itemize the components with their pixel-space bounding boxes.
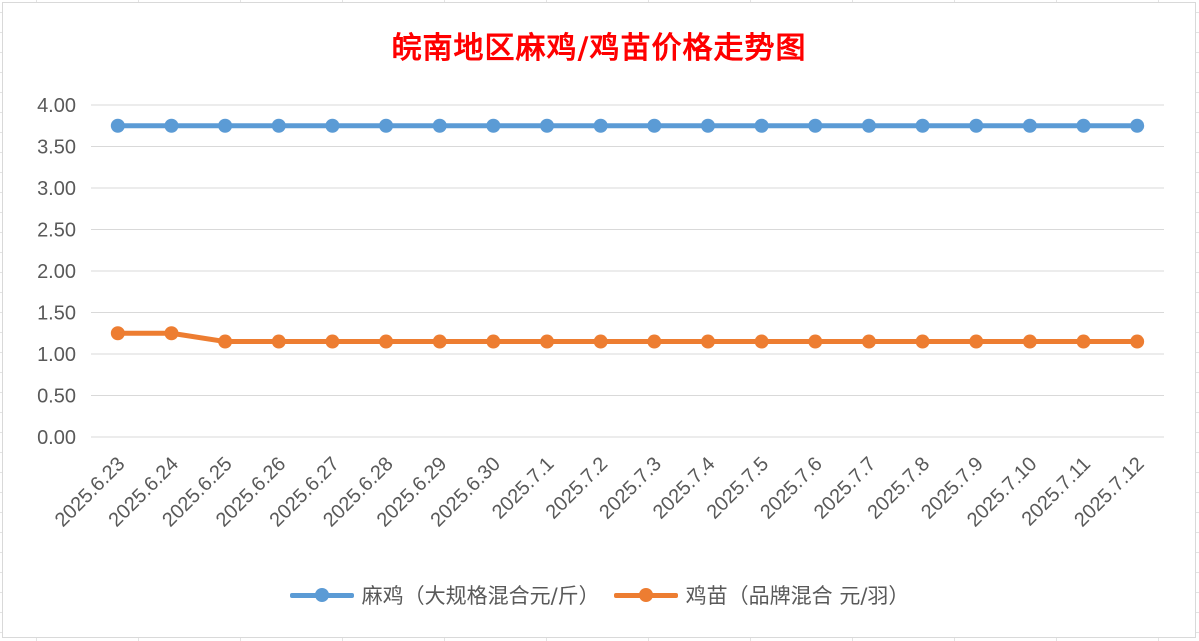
series-2-point — [915, 334, 930, 349]
legend-entry-series-2: 鸡苗（品牌混合 元/羽） — [613, 580, 910, 610]
series-2-point — [861, 334, 876, 349]
series-1-point — [754, 118, 769, 133]
y-tick-label: 2.50 — [37, 220, 76, 242]
series-1-point — [700, 118, 715, 133]
series-1-point — [808, 118, 823, 133]
series-2-point — [218, 334, 233, 349]
chart-title: 皖南地区麻鸡/鸡苗价格走势图 — [391, 31, 807, 66]
series-1-point — [110, 118, 125, 133]
series-1-point — [164, 118, 179, 133]
y-tick-label: 1.50 — [37, 303, 76, 325]
series-2-point — [271, 334, 286, 349]
series-1-point — [593, 118, 608, 133]
series-2-point — [540, 334, 555, 349]
series-1-point — [218, 118, 233, 133]
series-2-point — [379, 334, 394, 349]
series-2-point — [969, 334, 984, 349]
series-1-point — [325, 118, 340, 133]
series-2-point — [754, 334, 769, 349]
series-2-point — [647, 334, 662, 349]
series-2-point — [808, 334, 823, 349]
series-1-point — [271, 118, 286, 133]
series-1-point — [647, 118, 662, 133]
series-1-point — [915, 118, 930, 133]
series-2-point — [164, 326, 179, 341]
y-tick-label: 0.50 — [37, 386, 76, 408]
series-2-point — [593, 334, 608, 349]
y-tick-label: 4.00 — [37, 95, 76, 117]
series-1-point — [432, 118, 447, 133]
series-1-point — [1076, 118, 1091, 133]
series-1-point — [1022, 118, 1037, 133]
chart-legend: 麻鸡（大规格混合元/斤） 鸡苗（品牌混合 元/羽） — [0, 580, 1199, 610]
y-tick-label: 1.00 — [37, 344, 76, 366]
series-1-point — [486, 118, 501, 133]
legend-marker-series-2 — [613, 588, 678, 602]
series-line-2 — [115, 330, 1140, 345]
series-1-point — [540, 118, 555, 133]
series-2-point — [1076, 334, 1091, 349]
y-tick-label: 0.00 — [37, 427, 76, 449]
legend-marker-series-1 — [289, 588, 354, 602]
series-2-point — [1022, 334, 1037, 349]
legend-label-series-1: 麻鸡（大规格混合元/斤） — [361, 584, 600, 608]
legend-entry-series-1: 麻鸡（大规格混合元/斤） — [289, 580, 600, 610]
series-2-point — [1130, 334, 1145, 349]
series-2-point — [110, 326, 125, 341]
series-2-point — [432, 334, 447, 349]
legend-label-series-2: 鸡苗（品牌混合 元/羽） — [685, 584, 910, 608]
series-2-point — [486, 334, 501, 349]
y-tick-label: 3.00 — [37, 178, 76, 200]
y-tick-label: 2.00 — [37, 261, 76, 283]
series-1-point — [1130, 118, 1145, 133]
series-1-point — [969, 118, 984, 133]
y-tick-label: 3.50 — [37, 137, 76, 159]
series-2-point — [700, 334, 715, 349]
series-1-point — [379, 118, 394, 133]
series-2-point — [325, 334, 340, 349]
series-1-point — [861, 118, 876, 133]
